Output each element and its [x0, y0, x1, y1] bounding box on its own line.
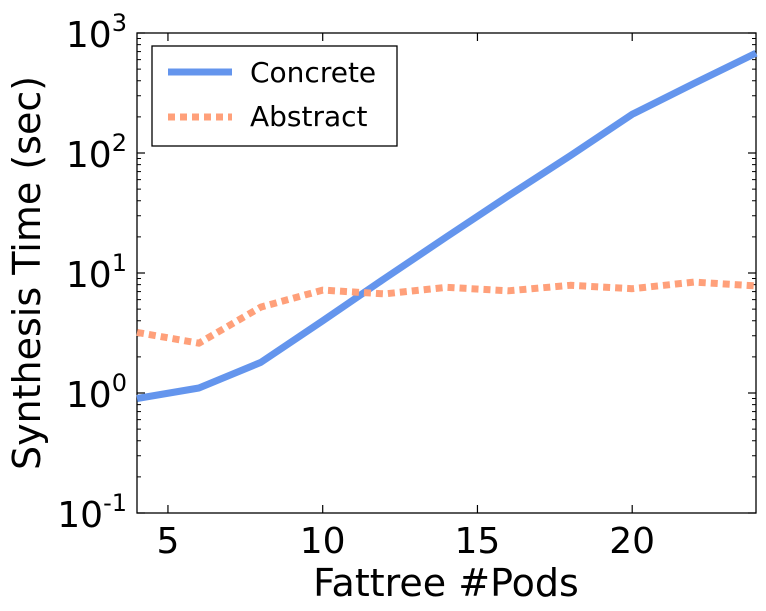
legend-label-concrete: Concrete [250, 56, 376, 89]
x-tick-label: 20 [609, 521, 655, 562]
x-axis-ticks: 5 10 15 20 [156, 33, 655, 562]
x-tick-label: 10 [300, 521, 346, 562]
y-tick-label: 103 [66, 9, 127, 56]
legend: Concrete Abstract [151, 45, 398, 147]
y-axis-label: Synthesis Time (sec) [5, 76, 49, 470]
y-axis-ticks: 10-1 100 101 102 103 [57, 9, 756, 536]
series-line-abstract [136, 278, 757, 347]
y-tick-label: 100 [66, 369, 127, 416]
series-line-concrete [136, 49, 758, 402]
y-tick-label: 101 [66, 249, 127, 296]
series-layer [136, 49, 758, 402]
y-tick-label: 10-1 [57, 489, 127, 536]
x-tick-label: 5 [156, 521, 179, 562]
legend-box [151, 45, 398, 147]
x-axis-label: Fattree #Pods [313, 561, 579, 605]
legend-label-abstract: Abstract [250, 100, 368, 133]
y-tick-label: 102 [66, 129, 127, 176]
x-tick-label: 15 [455, 521, 501, 562]
